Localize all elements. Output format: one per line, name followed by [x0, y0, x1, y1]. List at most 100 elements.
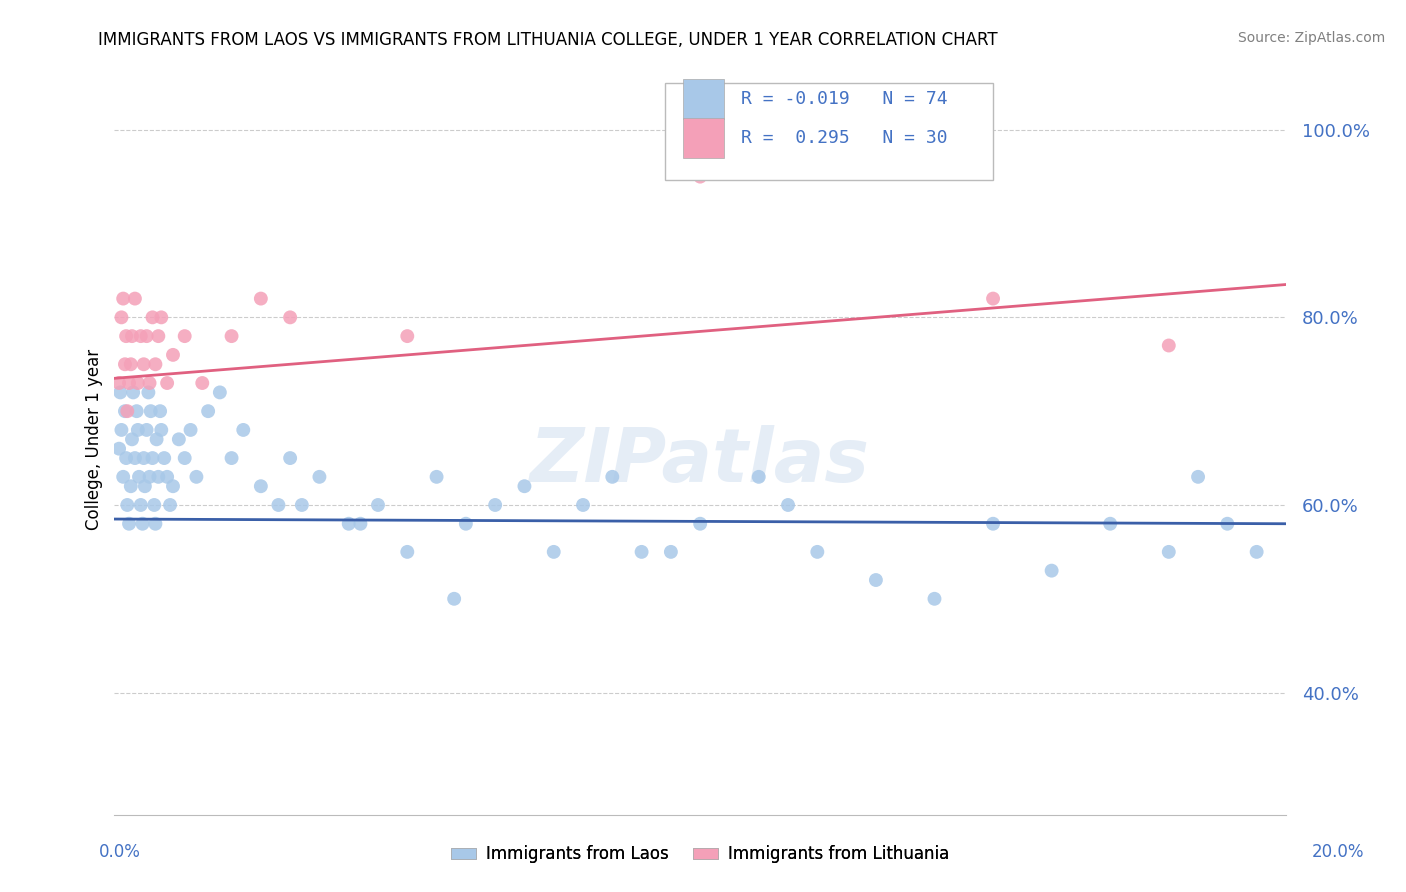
Point	[572, 498, 595, 512]
Point	[232, 423, 254, 437]
Point	[115, 329, 138, 343]
Point	[1246, 545, 1268, 559]
Point	[689, 169, 711, 184]
Point	[924, 591, 946, 606]
Point	[148, 329, 170, 343]
Point	[128, 470, 150, 484]
Point	[180, 423, 202, 437]
Point	[1187, 470, 1209, 484]
Point	[145, 433, 167, 447]
Point	[689, 516, 711, 531]
Point	[150, 310, 173, 325]
Point	[132, 451, 155, 466]
Point	[162, 479, 184, 493]
Point	[138, 470, 160, 484]
Point	[118, 376, 141, 390]
Point	[367, 498, 389, 512]
Point	[124, 292, 146, 306]
Text: IMMIGRANTS FROM LAOS VS IMMIGRANTS FROM LITHUANIA COLLEGE, UNDER 1 YEAR CORRELAT: IMMIGRANTS FROM LAOS VS IMMIGRANTS FROM …	[98, 31, 998, 49]
Point	[630, 545, 652, 559]
Point	[443, 591, 465, 606]
Point	[141, 451, 163, 466]
Point	[139, 404, 162, 418]
Point	[150, 423, 173, 437]
Point	[454, 516, 477, 531]
Point	[143, 498, 166, 512]
Point	[865, 573, 887, 587]
Point	[748, 470, 770, 484]
Point	[337, 516, 360, 531]
Point	[118, 516, 141, 531]
Point	[278, 451, 301, 466]
Point	[1157, 545, 1180, 559]
Point	[135, 329, 157, 343]
Point	[426, 470, 449, 484]
Point	[114, 357, 136, 371]
Point	[396, 329, 419, 343]
Point	[110, 310, 132, 325]
Point	[1040, 564, 1063, 578]
Point	[250, 479, 273, 493]
Point	[173, 451, 195, 466]
Point	[121, 329, 143, 343]
Point	[125, 404, 148, 418]
Point	[167, 433, 190, 447]
Point	[149, 404, 172, 418]
Point	[108, 376, 131, 390]
Point	[114, 404, 136, 418]
Point	[127, 423, 149, 437]
Point	[600, 470, 623, 484]
Point	[122, 385, 145, 400]
Point	[120, 357, 142, 371]
Text: Source: ZipAtlas.com: Source: ZipAtlas.com	[1237, 31, 1385, 45]
Point	[396, 545, 419, 559]
Point	[145, 357, 167, 371]
Text: 0.0%: 0.0%	[98, 843, 141, 861]
Point	[278, 310, 301, 325]
Legend: Immigrants from Laos, Immigrants from Lithuania: Immigrants from Laos, Immigrants from Li…	[444, 838, 956, 870]
Point	[112, 292, 135, 306]
Point	[191, 376, 214, 390]
Y-axis label: College, Under 1 year: College, Under 1 year	[86, 349, 103, 530]
Point	[186, 470, 208, 484]
Point	[484, 498, 506, 512]
Point	[156, 470, 179, 484]
Point	[1157, 338, 1180, 352]
Point	[197, 404, 219, 418]
Point	[659, 545, 682, 559]
Point	[308, 470, 330, 484]
Point	[221, 451, 243, 466]
Point	[110, 423, 132, 437]
Text: ZIPatlas: ZIPatlas	[530, 425, 870, 499]
Point	[120, 479, 142, 493]
Point	[513, 479, 536, 493]
Point	[145, 516, 167, 531]
Point	[132, 357, 155, 371]
Point	[124, 451, 146, 466]
FancyBboxPatch shape	[682, 119, 724, 158]
Point	[108, 442, 131, 456]
Point	[135, 423, 157, 437]
Point	[138, 376, 160, 390]
Text: R =  0.295   N = 30: R = 0.295 N = 30	[741, 129, 948, 147]
Point	[267, 498, 290, 512]
Point	[159, 498, 181, 512]
Text: 20.0%: 20.0%	[1312, 843, 1364, 861]
Point	[208, 385, 231, 400]
Point	[981, 292, 1004, 306]
Point	[981, 516, 1004, 531]
Point	[153, 451, 176, 466]
Point	[1216, 516, 1239, 531]
Point	[156, 376, 179, 390]
Point	[121, 433, 143, 447]
Point	[148, 470, 170, 484]
FancyBboxPatch shape	[682, 79, 724, 119]
Point	[776, 498, 799, 512]
Point	[129, 498, 152, 512]
Point	[221, 329, 243, 343]
Point	[173, 329, 195, 343]
Point	[806, 545, 828, 559]
Point	[162, 348, 184, 362]
Point	[141, 310, 163, 325]
Point	[1099, 516, 1122, 531]
